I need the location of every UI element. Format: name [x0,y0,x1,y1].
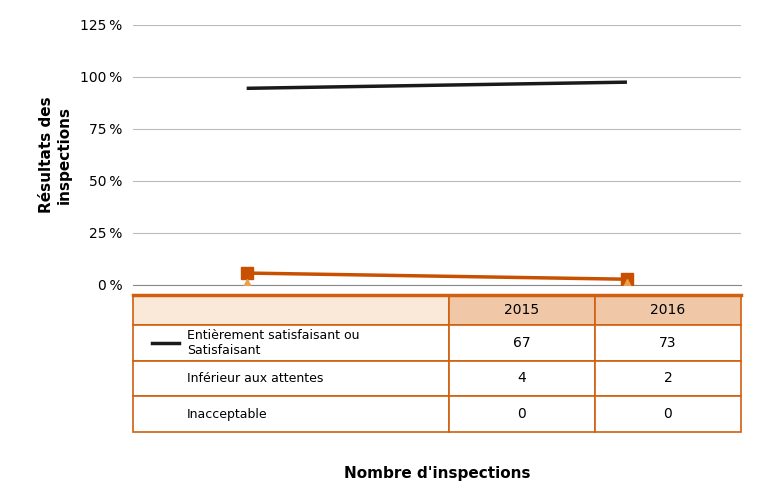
Text: 4: 4 [518,372,527,385]
Text: 2015: 2015 [505,303,540,317]
Text: 0: 0 [518,407,527,421]
Text: Entièrement satisfaisant ou
Satisfaisant: Entièrement satisfaisant ou Satisfaisant [187,328,360,357]
Text: 67: 67 [513,336,530,350]
Text: Inférieur aux attentes: Inférieur aux attentes [187,372,324,385]
Text: 2016: 2016 [651,303,686,317]
Text: 73: 73 [659,336,677,350]
Text: 2: 2 [664,372,672,385]
Y-axis label: Résultats des
inspections: Résultats des inspections [39,96,72,213]
Text: Inacceptable: Inacceptable [187,408,268,421]
Text: 0: 0 [664,407,672,421]
Text: Nombre d'inspections: Nombre d'inspections [343,466,530,481]
